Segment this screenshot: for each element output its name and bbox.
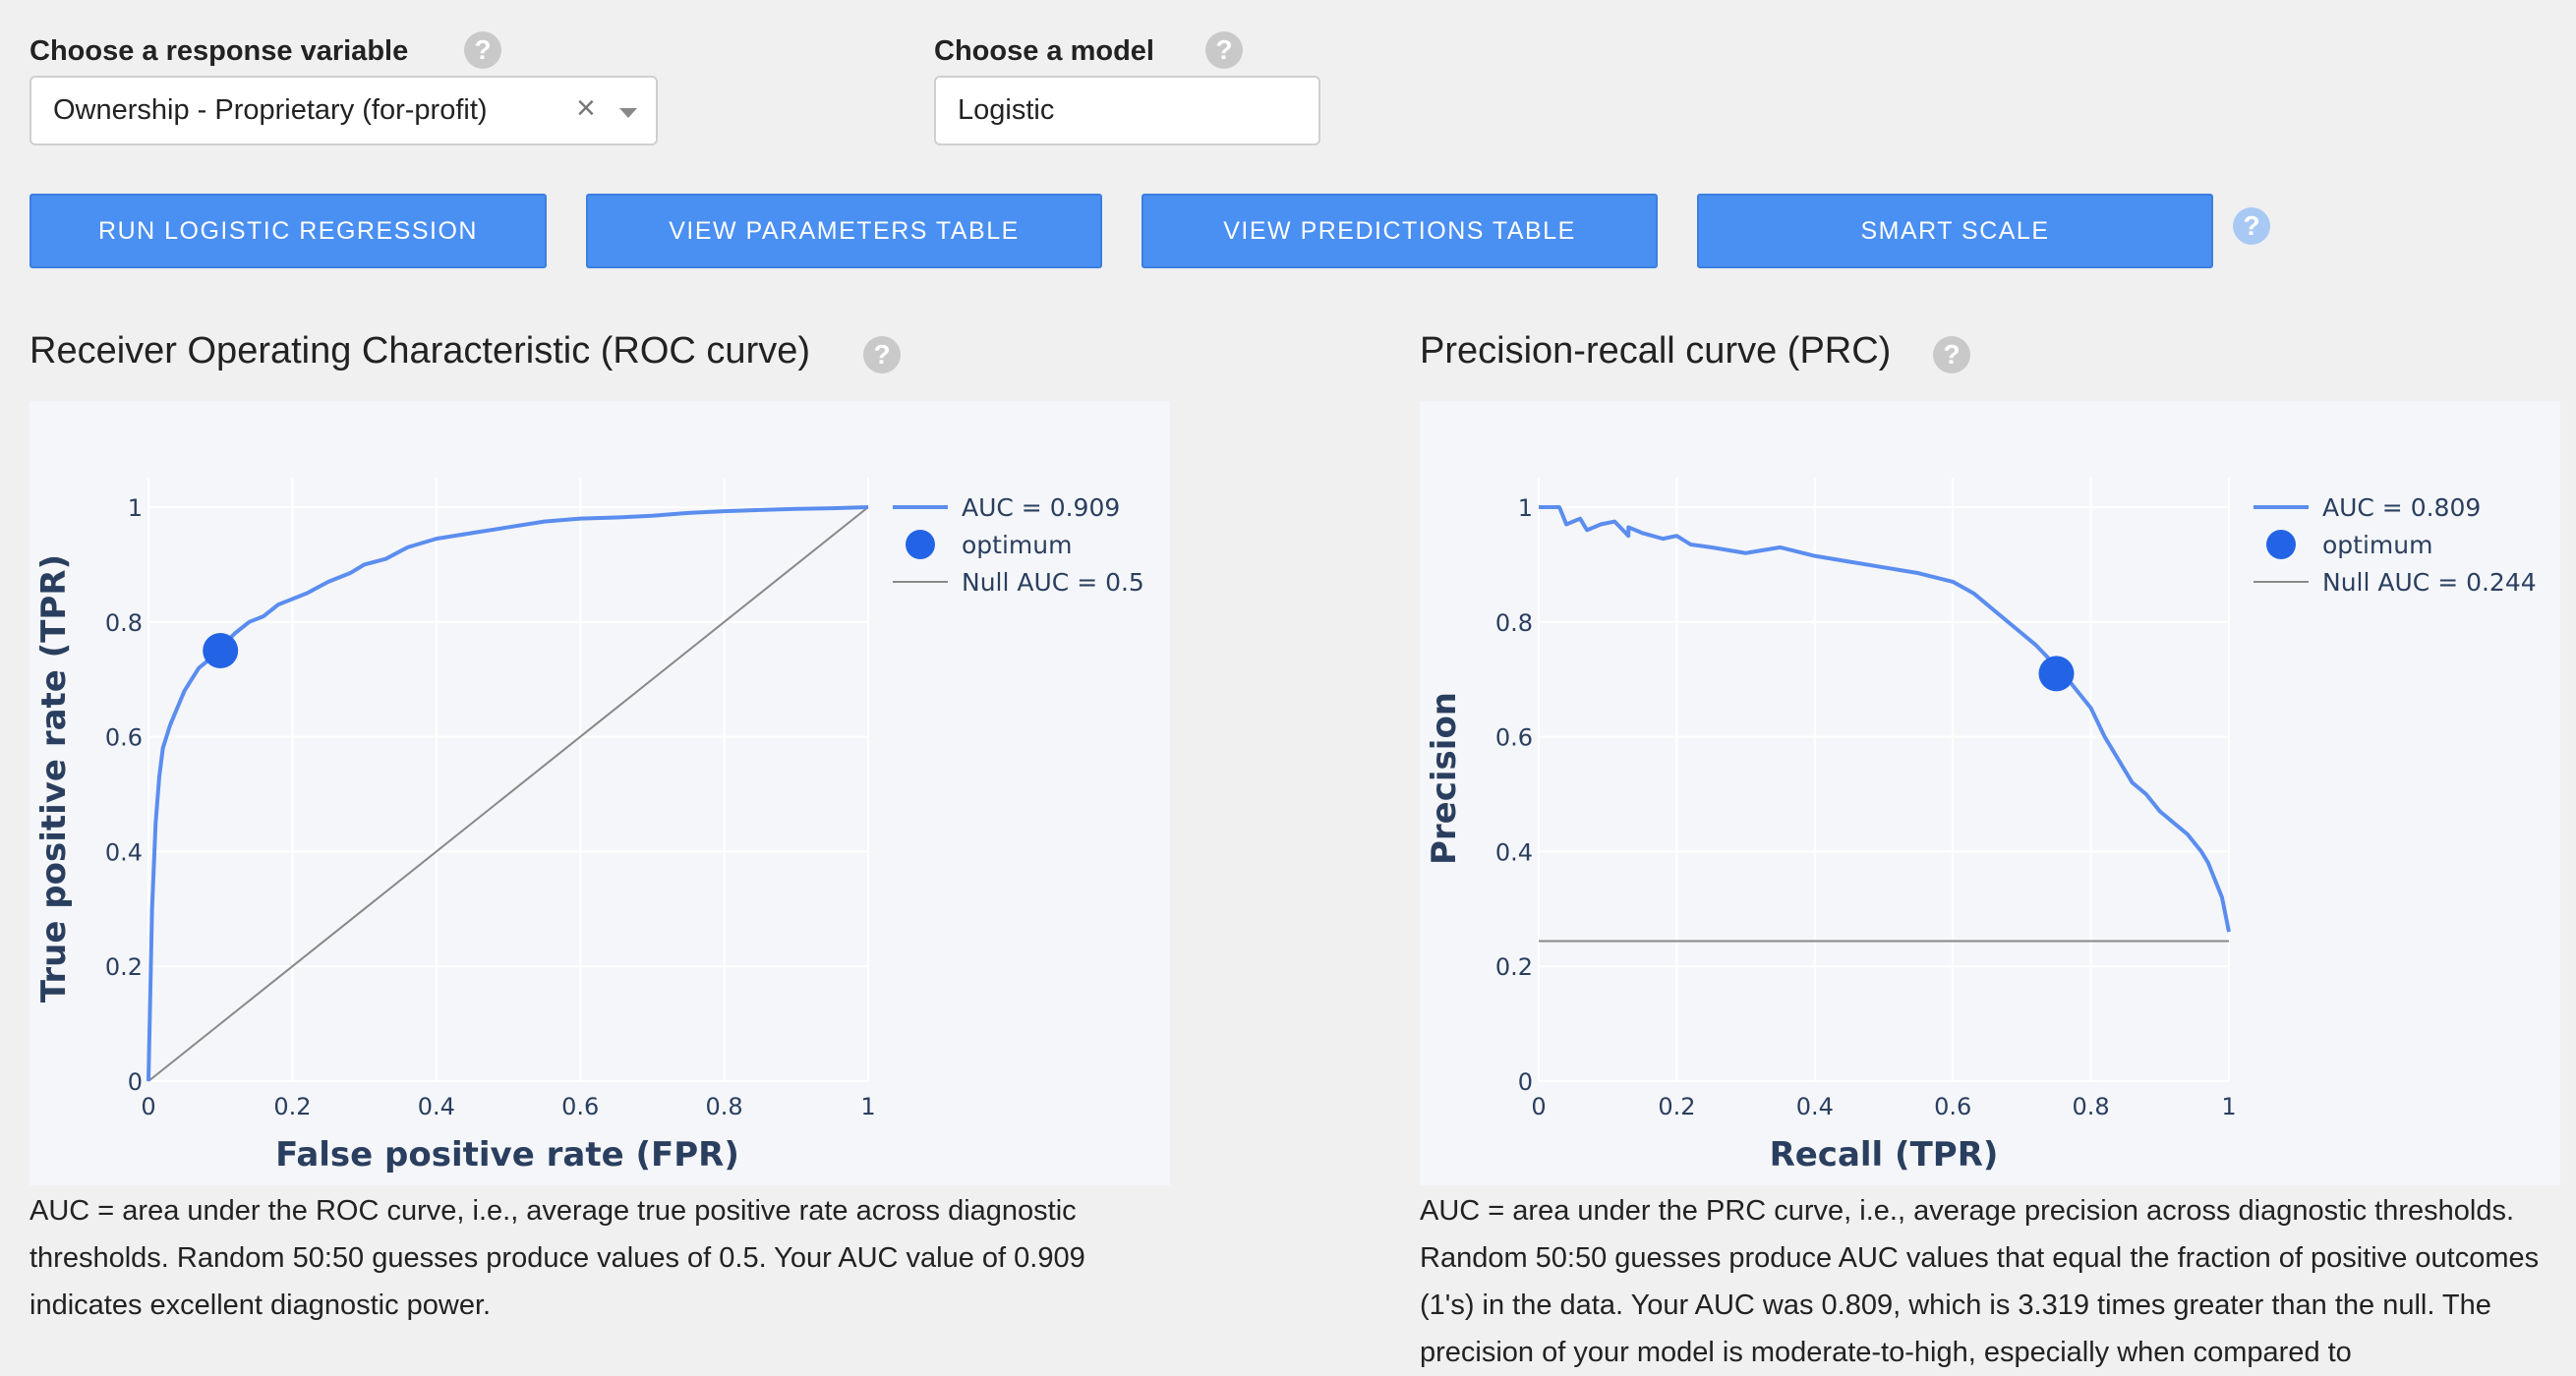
roc-title: Receiver Operating Characteristic (ROC c… [29,330,811,372]
roc-null-line [147,506,869,1082]
model-select[interactable]: Logistic [934,76,1320,145]
response-variable-label: Choose a response variable [29,35,409,67]
roc-y-tick-label: 0 [128,1068,143,1096]
roc-y-axis-title: True positive rate (TPR) [34,554,74,1003]
prc-title: Precision-recall curve (PRC) [1420,330,1892,372]
chevron-down-icon[interactable] [619,108,637,118]
roc-x-tick-label: 0.2 [273,1093,311,1120]
response-variable-value: Ownership - Proprietary (for-profit) [53,94,488,126]
prc-help-icon[interactable]: ? [1933,336,1970,373]
model-value: Logistic [958,94,1055,126]
roc-description: AUC = area under the ROC curve, i.e., av… [29,1195,1085,1321]
prc-y-tick-label: 0.8 [1495,609,1533,637]
roc-x-tick-label: 0.8 [706,1093,743,1120]
roc-y-tick-label: 1 [128,494,143,522]
prc-y-tick-label: 0.4 [1495,838,1533,866]
smart-scale-help-icon[interactable]: ? [2233,207,2270,245]
run-logistic-regression-button[interactable]: RUN LOGISTIC REGRESSION [29,194,547,268]
roc-curve-line [146,505,869,1082]
roc-y-tick-label: 0.6 [105,724,143,752]
roc-x-axis-title: False positive rate (FPR) [275,1135,739,1175]
prc-x-tick-label: 0.4 [1796,1093,1834,1120]
roc-legend-optimum-label: optimum [962,531,1072,559]
prc-chart-card: 0 0.2 0.4 0.6 0.8 1 0 0.2 0.4 0.6 0.8 1 AUC = 0.809… [1420,401,2560,1185]
view-parameters-table-button[interactable]: VIEW PARAMETERS TABLE [586,194,1102,268]
roc-legend-optimum-swatch [906,530,935,559]
roc-legend-curve-label: AUC = 0.909 [962,493,1120,522]
prc-legend-curve-label: AUC = 0.809 [2322,493,2481,522]
model-help-icon[interactable]: ? [1205,31,1243,69]
prc-optimum-point [2038,656,2075,692]
clear-icon[interactable]: × [576,89,596,127]
prc-x-tick-label: 0.6 [1934,1093,1971,1120]
prc-description: AUC = area under the PRC curve, i.e., av… [1420,1195,2540,1368]
prc-y-tick-label: 1 [1518,494,1533,522]
roc-x-tick-label: 0.6 [561,1093,599,1120]
roc-x-tick-label: 0 [141,1093,155,1120]
prc-y-tick-label: 0 [1518,1068,1533,1096]
roc-help-icon[interactable]: ? [863,336,901,373]
smart-scale-button[interactable]: SMART SCALE [1697,194,2213,268]
prc-y-axis-title: Precision [1425,692,1464,865]
response-variable-select[interactable]: Ownership - Proprietary (for-profit) × [29,76,658,145]
prc-x-tick-label: 0 [1531,1093,1546,1120]
roc-chart: 0 0.2 0.4 0.6 0.8 1 0 0.2 0.4 0.6 0.8 1 AUC = 0.909… [34,478,1144,1175]
roc-x-tick-label: 0.4 [418,1093,455,1120]
roc-legend-null-label: Null AUC = 0.5 [962,568,1144,597]
prc-x-tick-label: 0.2 [1658,1093,1695,1120]
roc-chart-card: 0 0.2 0.4 0.6 0.8 1 0 0.2 0.4 0.6 0.8 1 AUC = 0.909… [29,401,1170,1185]
view-predictions-table-button[interactable]: VIEW PREDICTIONS TABLE [1142,194,1658,268]
roc-y-tick-label: 0.4 [105,838,143,866]
prc-curve-line [1539,505,2231,933]
roc-x-tick-label: 1 [860,1093,875,1120]
prc-y-tick-label: 0.6 [1495,724,1533,752]
prc-x-tick-label: 0.8 [2073,1093,2110,1120]
prc-x-tick-label: 1 [2221,1093,2236,1120]
prc-legend-optimum-label: optimum [2322,531,2432,559]
prc-legend-null-label: Null AUC = 0.244 [2322,568,2537,597]
prc-x-axis-title: Recall (TPR) [1770,1135,1999,1175]
prc-y-tick-label: 0.2 [1495,953,1533,981]
prc-chart: 0 0.2 0.4 0.6 0.8 1 0 0.2 0.4 0.6 0.8 1 AUC = 0.809… [1425,478,2537,1175]
response-variable-help-icon[interactable]: ? [464,31,501,69]
prc-legend-optimum-swatch [2266,530,2296,559]
roc-y-tick-label: 0.2 [105,953,143,981]
roc-y-tick-label: 0.8 [105,609,143,637]
model-label: Choose a model [934,35,1154,67]
roc-optimum-point [203,633,239,668]
